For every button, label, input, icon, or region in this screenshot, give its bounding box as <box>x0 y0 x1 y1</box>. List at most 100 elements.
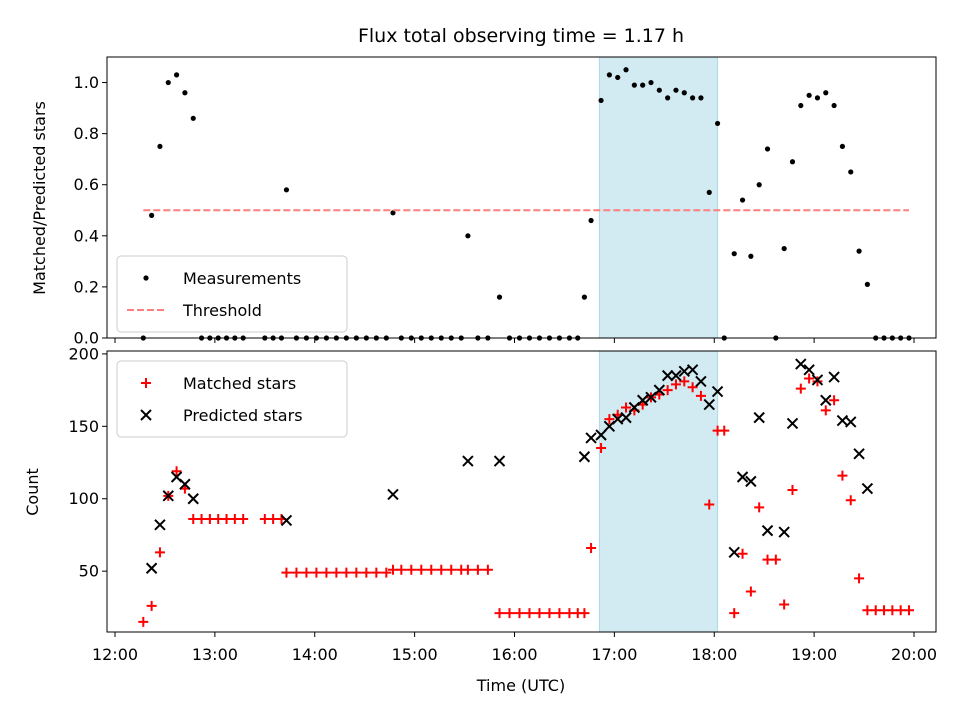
data-point <box>695 375 707 388</box>
data-point <box>165 79 171 86</box>
data-point <box>187 493 199 505</box>
data-point <box>839 143 846 150</box>
x-axis-label: Time (UTC) <box>476 676 565 695</box>
data-point <box>719 425 730 436</box>
data-point <box>786 417 799 430</box>
bottom-y-tick-label: 150 <box>68 417 99 436</box>
data-point <box>636 394 649 406</box>
data-point <box>162 490 174 502</box>
data-point <box>814 95 821 101</box>
data-point <box>812 376 823 387</box>
data-point <box>706 189 712 195</box>
data-point <box>416 564 427 575</box>
data-point <box>504 608 515 619</box>
legend-label: Threshold <box>182 301 262 320</box>
top-y-tick-label: 0.8 <box>74 124 99 143</box>
data-point <box>704 499 715 510</box>
data-point <box>695 390 706 401</box>
data-point <box>331 567 342 578</box>
x-tick-label: 17:00 <box>591 645 637 664</box>
data-point <box>787 485 798 496</box>
x-tick-label: 18:00 <box>691 645 737 664</box>
legend-label: Matched stars <box>183 374 296 393</box>
top-y-tick-label: 0.0 <box>74 329 99 348</box>
data-point <box>828 371 840 383</box>
data-point <box>465 233 471 239</box>
data-point <box>848 169 854 175</box>
data-point <box>579 608 590 619</box>
data-point <box>623 67 629 73</box>
data-point <box>462 455 474 467</box>
data-point <box>173 72 180 78</box>
legend-box <box>116 255 348 333</box>
data-point <box>756 182 762 188</box>
bottom-series-matched-stars <box>138 373 915 627</box>
x-tick-label: 12:00 <box>92 645 138 664</box>
data-point <box>361 567 372 578</box>
data-point <box>621 402 632 413</box>
data-point <box>864 281 870 287</box>
data-point <box>829 395 840 406</box>
data-point <box>138 616 149 627</box>
x-tick-label: 14:00 <box>292 645 338 664</box>
data-point <box>149 212 155 218</box>
data-point <box>729 608 740 619</box>
chart-title: Flux total observing time = 1.17 h <box>358 25 684 47</box>
data-point <box>711 385 724 398</box>
data-point <box>615 74 621 81</box>
data-point <box>670 379 681 390</box>
data-point <box>381 567 392 578</box>
bottom-axes-frame <box>106 350 937 633</box>
legend-box <box>116 360 348 438</box>
data-point <box>596 443 607 454</box>
data-point <box>764 146 771 152</box>
data-point <box>795 358 807 370</box>
data-point <box>606 72 612 78</box>
data-point <box>554 608 565 619</box>
legend-swatch <box>141 378 151 388</box>
data-point <box>301 567 312 578</box>
data-point <box>745 586 756 597</box>
data-point <box>778 526 790 538</box>
data-point <box>681 90 687 96</box>
data-point <box>795 383 806 394</box>
data-point <box>640 82 646 88</box>
data-point <box>761 524 774 537</box>
data-point <box>426 564 437 575</box>
data-point <box>845 495 856 506</box>
data-point <box>806 92 812 98</box>
data-point <box>157 143 163 150</box>
data-point <box>482 564 493 575</box>
data-point <box>283 187 290 193</box>
data-point <box>753 411 765 424</box>
data-point <box>662 385 673 396</box>
bottom-y-tick-label: 200 <box>68 344 99 363</box>
data-point <box>154 519 166 531</box>
top-y-tick-label: 0.6 <box>74 175 99 194</box>
data-point <box>534 608 545 619</box>
data-point <box>493 455 506 467</box>
data-point <box>190 115 196 121</box>
data-point <box>861 482 874 495</box>
data-point <box>462 564 473 575</box>
data-point <box>604 414 615 425</box>
data-point <box>280 514 293 527</box>
data-point <box>578 451 591 463</box>
data-point <box>665 95 671 101</box>
data-point <box>811 374 824 386</box>
data-point <box>171 466 182 477</box>
top-legend: Measurements Threshold <box>116 255 348 333</box>
data-point <box>853 448 865 460</box>
data-point <box>145 562 158 574</box>
data-point <box>731 251 737 257</box>
bottom-y-axis-label: Count <box>23 468 42 516</box>
data-point <box>820 394 832 406</box>
data-point <box>648 79 654 86</box>
data-point <box>781 245 787 252</box>
data-point <box>311 567 322 578</box>
data-point <box>661 369 674 382</box>
data-point <box>620 411 632 424</box>
data-point <box>387 488 399 501</box>
data-point <box>396 564 407 575</box>
